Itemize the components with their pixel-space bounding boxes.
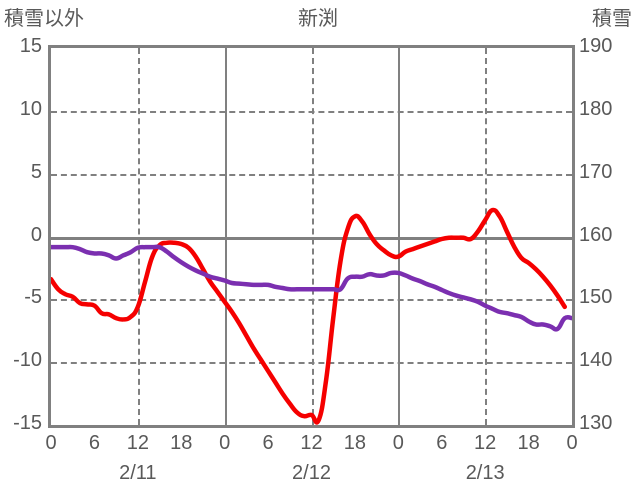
gridline-vertical-midday bbox=[311, 48, 314, 425]
series-layer bbox=[51, 207, 572, 425]
x-axis-tick-label: 18 bbox=[517, 432, 540, 454]
x-axis-tick-label: 6 bbox=[262, 432, 274, 454]
y-axis-left-tick-label: -10 bbox=[13, 349, 42, 372]
gridline-vertical-day bbox=[224, 48, 227, 425]
x-axis-tick-label: 6 bbox=[88, 432, 100, 454]
series-line-red bbox=[51, 207, 568, 425]
x-axis-tick-label: 12 bbox=[300, 432, 323, 454]
y-axis-right-tick-label: 180 bbox=[579, 97, 613, 120]
y-axis-left-tick-label: -5 bbox=[24, 286, 42, 309]
y-axis-right-tick-label: 160 bbox=[579, 223, 613, 246]
x-axis-tick-label: 0 bbox=[219, 432, 231, 454]
plot-inner bbox=[51, 48, 572, 425]
y-axis-left-tick-label: -15 bbox=[13, 412, 42, 434]
y-axis-left-tick-label: 15 bbox=[19, 35, 42, 57]
x-axis-tick-label: 0 bbox=[392, 432, 404, 454]
gridline-vertical-day bbox=[398, 48, 401, 425]
gridline-vertical-midday bbox=[485, 48, 488, 425]
gridline-vertical-midday bbox=[137, 48, 140, 425]
x-axis-day-label: 2/12 bbox=[292, 462, 331, 484]
x-axis-tick-label: 18 bbox=[343, 432, 367, 454]
x-axis-tick-label: 12 bbox=[474, 432, 497, 454]
series-line-purple bbox=[51, 244, 572, 332]
y-axis-right-tick-label: 170 bbox=[579, 160, 613, 183]
x-axis-day-label: 2/11 bbox=[119, 462, 157, 484]
y-axis-right-tick-label: 130 bbox=[579, 412, 613, 434]
x-axis-tick-label: 0 bbox=[45, 432, 57, 454]
y-axis-left-tick-label: 5 bbox=[30, 160, 42, 183]
x-axis-tick-label: 18 bbox=[170, 432, 193, 454]
x-axis-tick-label: 12 bbox=[126, 432, 149, 454]
y-axis-right-tick-label: 190 bbox=[579, 35, 613, 57]
y-axis-left-tick-label: 0 bbox=[30, 223, 42, 246]
chart-title: 新渕 bbox=[298, 8, 338, 30]
y-axis-right-tick-label: 150 bbox=[579, 286, 613, 309]
x-axis-tick-label: 0 bbox=[566, 432, 578, 454]
right-axis-title: 積雪 bbox=[592, 8, 632, 30]
x-axis-tick-label: 6 bbox=[436, 432, 448, 454]
x-axis-day-label: 2/13 bbox=[465, 462, 505, 484]
left-axis-title: 積雪以外 bbox=[4, 8, 84, 30]
plot-area bbox=[48, 45, 575, 428]
y-axis-right-tick-label: 140 bbox=[579, 349, 613, 372]
y-axis-left-tick-label: 10 bbox=[19, 97, 42, 120]
